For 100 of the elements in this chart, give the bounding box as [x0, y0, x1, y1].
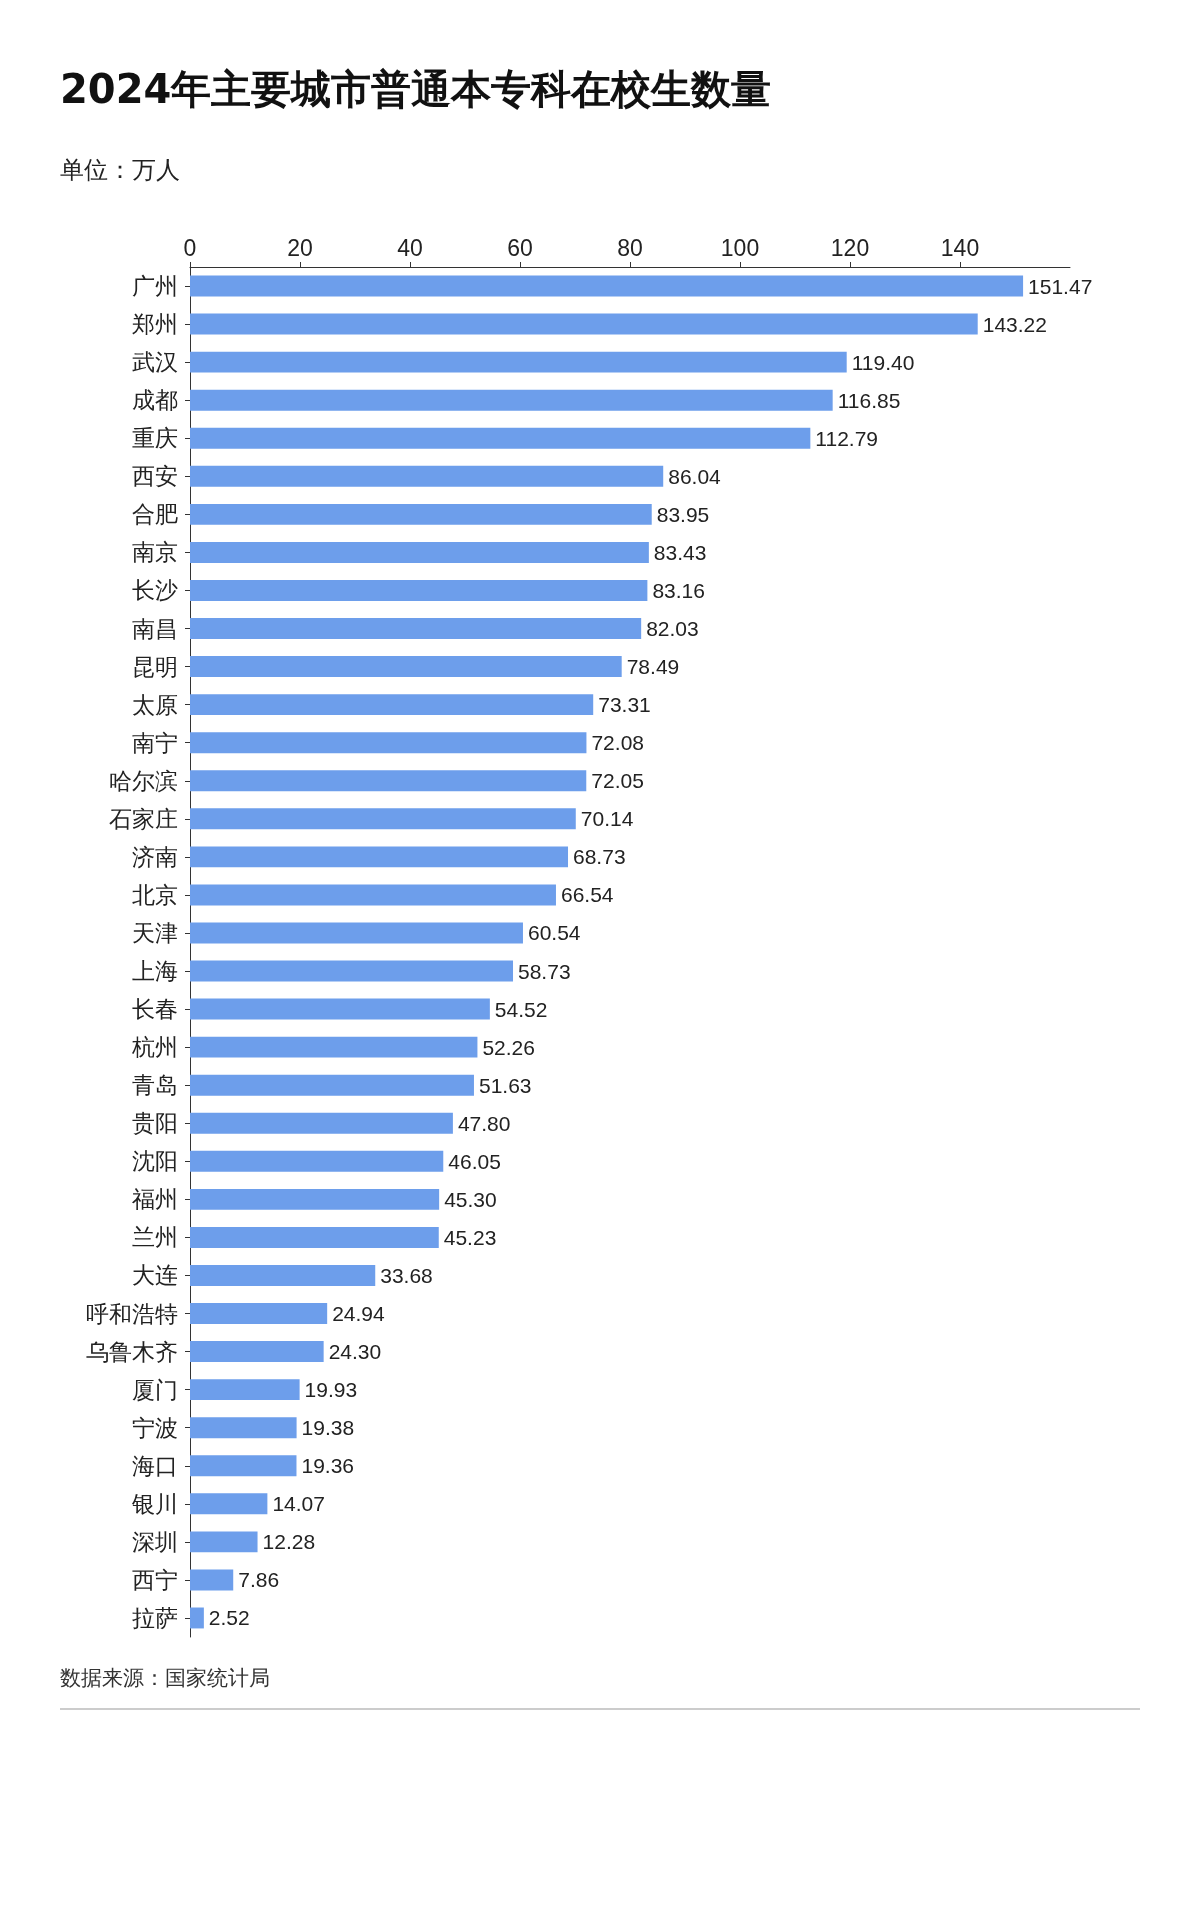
- bar: [190, 656, 622, 678]
- bar: [190, 732, 587, 754]
- y-tick-label: 石家庄: [109, 805, 178, 832]
- data-label: 72.08: [591, 731, 644, 755]
- y-tick-label: 昆明: [132, 653, 178, 680]
- data-label: 151.47: [1028, 274, 1093, 298]
- data-label: 45.30: [444, 1187, 497, 1211]
- bar: [190, 389, 833, 411]
- x-tick-label: 0: [183, 234, 197, 261]
- bar: [190, 1569, 234, 1591]
- y-tick-label: 上海: [132, 958, 178, 985]
- y-tick-label: 呼和浩特: [86, 1300, 178, 1327]
- bar: [190, 1226, 439, 1248]
- bar: [190, 1112, 453, 1134]
- bar: [190, 1417, 297, 1439]
- source-note: 数据来源：国家统计局: [60, 1665, 270, 1692]
- bar: [190, 770, 587, 792]
- y-tick-label: 厦门: [132, 1376, 178, 1403]
- x-tick-label: 120: [830, 234, 870, 261]
- data-label: 119.40: [851, 350, 915, 374]
- bar: [190, 275, 1024, 297]
- y-tick-label: 沈阳: [132, 1148, 178, 1175]
- data-label: 60.54: [527, 921, 581, 945]
- data-label: 45.23: [443, 1225, 497, 1249]
- y-tick-label: 南京: [132, 539, 178, 566]
- bar: [190, 618, 642, 639]
- data-label: 19.93: [304, 1378, 358, 1402]
- data-label: 19.36: [301, 1454, 355, 1478]
- data-label: 116.85: [837, 388, 901, 412]
- data-label: 86.04: [668, 464, 722, 488]
- bar: [190, 1036, 478, 1058]
- bar: [190, 1341, 324, 1363]
- data-label: 70.14: [580, 807, 634, 831]
- x-tick-label: 80: [617, 234, 643, 261]
- bar: [190, 1188, 440, 1210]
- x-tick-label: 20: [287, 234, 313, 261]
- y-tick-label: 青岛: [132, 1072, 178, 1099]
- bar: [190, 427, 811, 449]
- data-label: 66.54: [560, 883, 614, 907]
- y-tick-label: 贵阳: [132, 1110, 178, 1137]
- bar: [190, 1150, 444, 1172]
- data-label: 51.63: [478, 1073, 532, 1097]
- bar: [190, 580, 648, 601]
- y-tick-label: 广州: [132, 273, 178, 300]
- data-label: 24.30: [328, 1340, 382, 1364]
- bar: [190, 351, 847, 373]
- y-tick-label: 拉萨: [132, 1604, 178, 1631]
- data-label: 58.73: [518, 959, 571, 983]
- chart-title: 2024年主要城市普通本专科在校生数量: [60, 65, 772, 114]
- bar: [190, 1265, 376, 1286]
- y-tick-label: 深圳: [132, 1528, 178, 1555]
- data-label: 83.95: [656, 502, 710, 526]
- bar: [190, 465, 664, 487]
- bar: [190, 922, 523, 944]
- y-tick-label: 重庆: [132, 425, 178, 452]
- bar: [190, 1493, 268, 1515]
- x-tick-label: 40: [397, 234, 423, 261]
- bar: [190, 1531, 258, 1553]
- data-label: 54.52: [494, 997, 548, 1021]
- bar: [190, 960, 514, 982]
- y-tick-label: 福州: [132, 1186, 178, 1213]
- data-label: 83.16: [652, 578, 705, 602]
- x-tick-label: 140: [940, 234, 980, 261]
- x-tick-label: 100: [720, 234, 760, 261]
- data-label: 33.68: [380, 1263, 433, 1287]
- bar: [190, 1607, 204, 1629]
- data-label: 12.28: [262, 1530, 316, 1554]
- data-label: 24.94: [332, 1302, 386, 1326]
- y-tick-label: 长沙: [132, 577, 178, 604]
- y-tick-label: 济南: [132, 843, 178, 870]
- y-tick-label: 合肥: [132, 501, 178, 528]
- bar: [190, 884, 556, 906]
- y-tick-label: 银川: [131, 1490, 178, 1517]
- data-label: 112.79: [815, 426, 879, 450]
- data-label: 52.26: [482, 1035, 535, 1059]
- y-tick-label: 大连: [132, 1262, 178, 1289]
- y-tick-label: 杭州: [131, 1034, 178, 1061]
- data-label: 19.38: [301, 1416, 355, 1440]
- chart-subtitle: 单位：万人: [60, 155, 180, 186]
- bar: [190, 1303, 328, 1324]
- y-tick-label: 武汉: [132, 349, 178, 376]
- x-tick-label: 60: [507, 234, 533, 261]
- bar: [190, 846, 569, 868]
- y-tick-label: 天津: [132, 919, 178, 946]
- y-tick-label: 乌鲁木齐: [86, 1338, 178, 1365]
- y-tick-label: 哈尔滨: [109, 767, 178, 794]
- y-tick-label: 北京: [132, 881, 178, 908]
- data-label: 72.05: [591, 769, 644, 793]
- y-tick-label: 南昌: [132, 615, 178, 642]
- y-tick-label: 南宁: [132, 729, 178, 756]
- y-tick-label: 海口: [132, 1452, 178, 1479]
- data-label: 73.31: [598, 693, 651, 717]
- y-tick-label: 宁波: [132, 1414, 178, 1441]
- data-label: 14.07: [272, 1492, 325, 1516]
- bar: [190, 1455, 297, 1477]
- bar: [190, 694, 594, 716]
- data-label: 46.05: [448, 1149, 501, 1173]
- y-tick-label: 郑州: [132, 311, 178, 338]
- bar: [190, 808, 576, 830]
- bar: [190, 503, 652, 525]
